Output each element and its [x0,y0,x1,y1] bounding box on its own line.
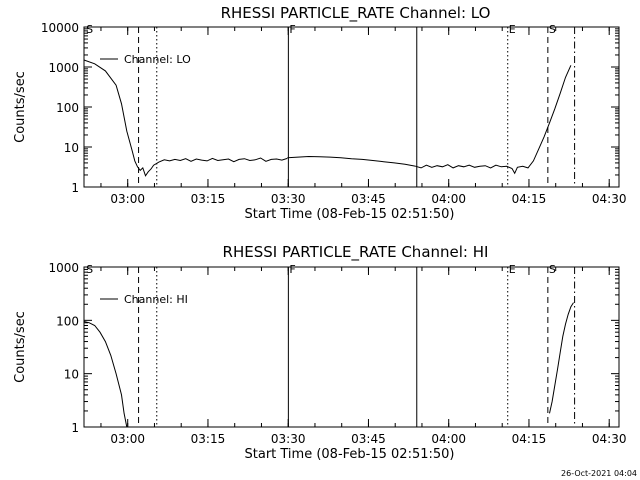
plot-frame [83,266,620,428]
event-marker-label: S [549,263,556,276]
y-axis-label: Counts/sec [13,311,28,383]
y-tick-label: 10000 [41,21,79,35]
series-line [415,65,572,175]
series-line [83,321,128,428]
x-tick-label: 03:30 [271,432,306,446]
y-tick-label: 1000 [48,261,79,275]
series-line [549,302,574,414]
plot-frame [83,26,620,188]
y-tick-label: 10 [64,368,79,382]
series-line [83,59,288,177]
x-tick-label: 03:15 [191,192,226,206]
event-marker-label: E [509,263,516,276]
y-tick-label: 100 [56,314,79,328]
event-marker-label: F [289,263,295,276]
y-tick-label: 10 [64,141,79,155]
event-marker-label: S [86,263,93,276]
legend-label: Channel: LO [124,53,191,66]
timestamp-label: 26-Oct-2021 04:04 [561,469,637,478]
event-marker-label: F [289,23,295,36]
event-marker-label: E [509,23,516,36]
chart-panel-1: RHESSI PARTICLE_RATE Channel: HI 1 10 100 10… [13,243,627,462]
x-tick-label: 03:00 [110,192,145,206]
chart-title: RHESSI PARTICLE_RATE Channel: LO [221,4,491,23]
x-tick-label: 04:30 [592,192,627,206]
legend-label: Channel: HI [124,293,188,306]
x-axis-label: Start Time (08-Feb-15 02:51:50) [245,207,455,222]
x-tick-label: 03:45 [351,432,386,446]
y-axis-label: Counts/sec [13,71,28,143]
x-tick-label: 04:15 [512,432,547,446]
x-tick-label: 04:30 [592,432,627,446]
x-tick-label: 03:00 [110,432,145,446]
event-marker-label: S [549,23,556,36]
x-axis-label: Start Time (08-Feb-15 02:51:50) [245,447,455,462]
x-tick-label: 03:45 [351,192,386,206]
chart-panel-0: RHESSI PARTICLE_RATE Channel: LO 1 10 100 10… [13,4,627,222]
chart-title: RHESSI PARTICLE_RATE Channel: HI [223,243,489,262]
x-tick-label: 04:00 [431,432,466,446]
y-tick-label: 100 [56,101,79,115]
x-tick-label: 03:15 [191,432,226,446]
y-tick-label: 1 [71,421,79,435]
x-tick-label: 03:30 [271,192,306,206]
y-tick-label: 1 [71,181,79,195]
x-tick-label: 04:00 [431,192,466,206]
y-tick-label: 1000 [48,61,79,75]
event-marker-label: S [86,23,93,36]
x-tick-label: 04:15 [512,192,547,206]
series-line [287,155,416,167]
